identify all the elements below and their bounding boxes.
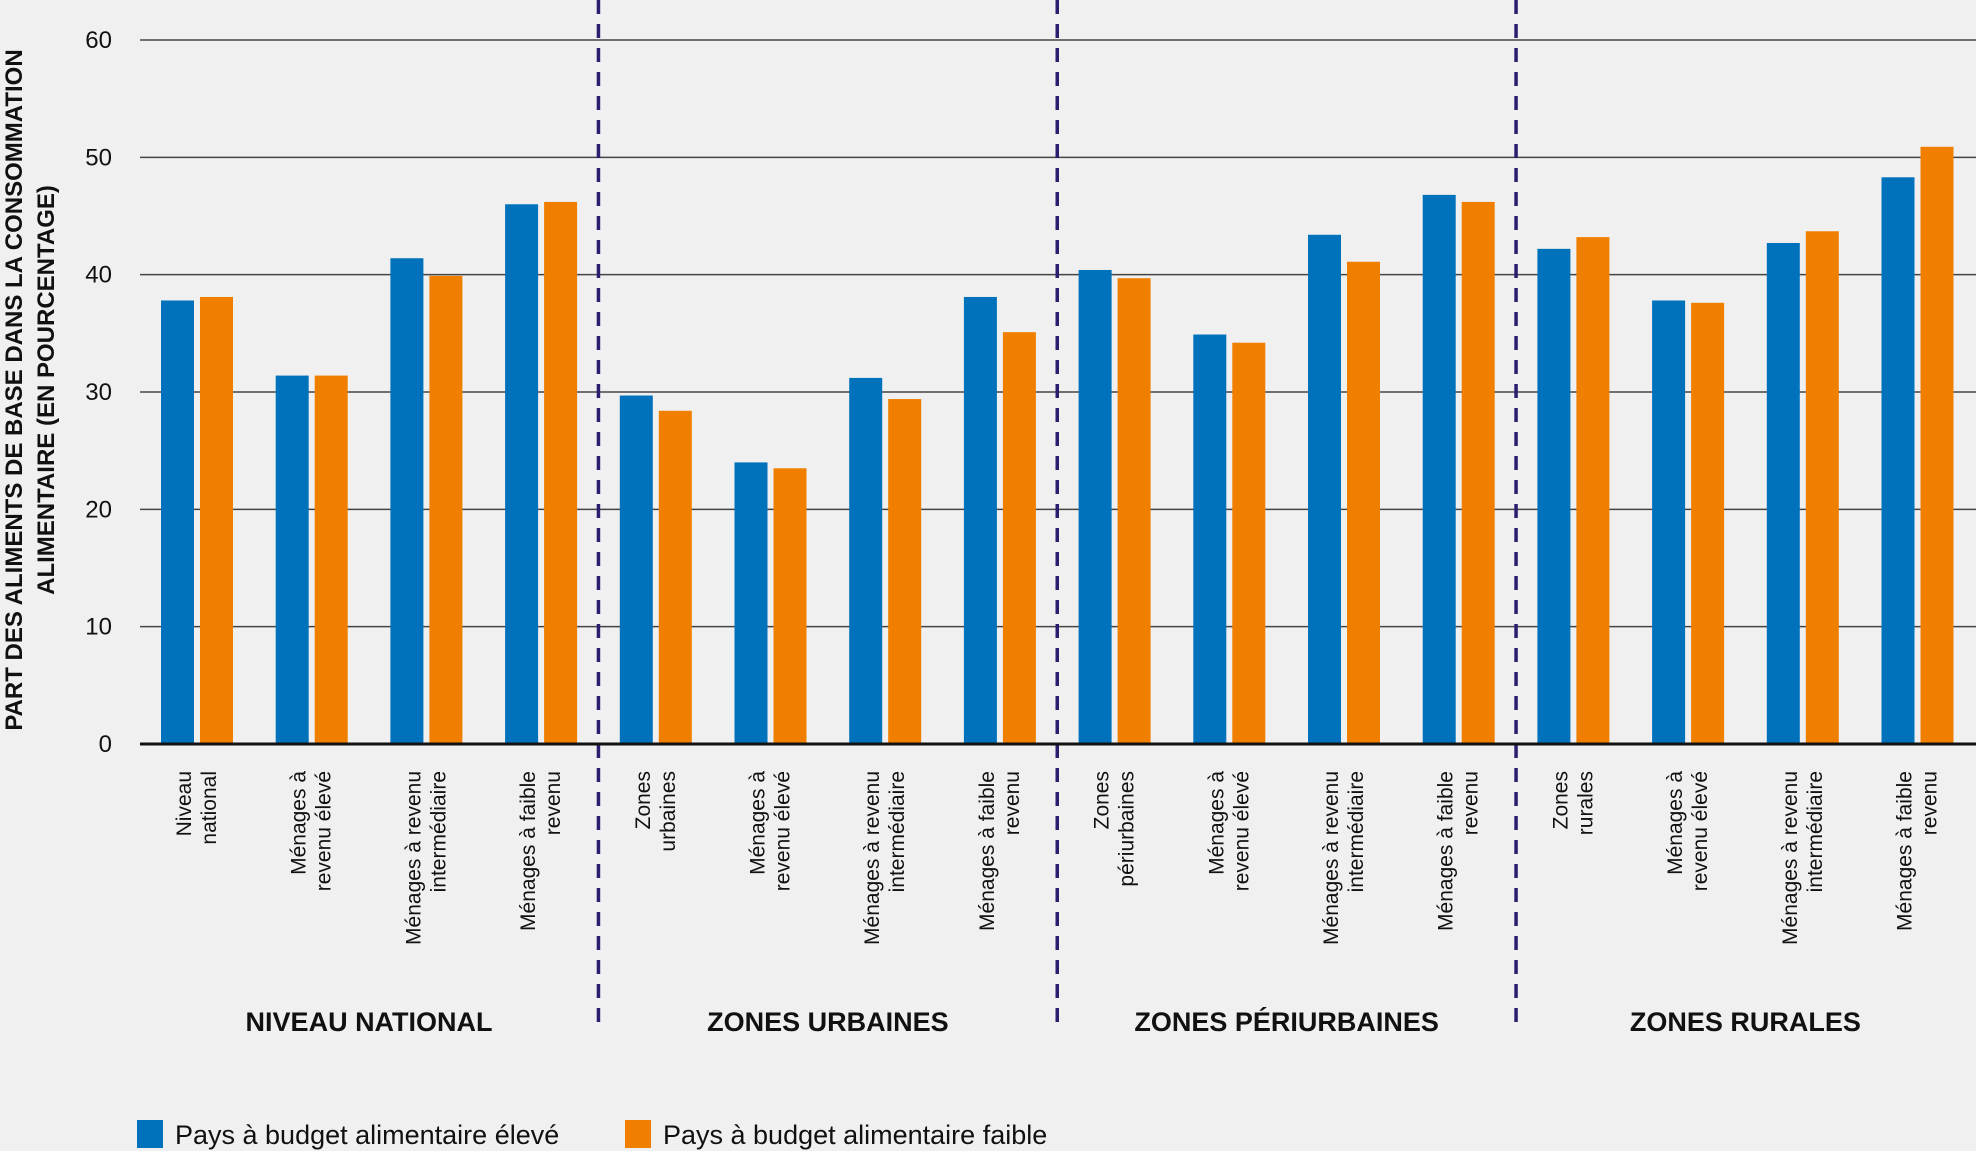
bar-high-budget [1308,234,1341,745]
bar-high-budget [1537,248,1571,744]
y-tick-label: 0 [99,731,112,758]
y-axis-title-line1: PART DES ALIMENTS DE BASE DANS LA CONSOM… [1,49,28,730]
category-label-line1: Ménages à faible [1435,771,1458,931]
bar-high-budget [161,300,194,744]
bar-high-budget [1652,300,1686,744]
bar-low-budget [200,296,233,744]
category-label-line2: revenu [1919,771,1942,835]
bar-high-budget [963,296,997,744]
bar-high-budget [734,462,768,744]
bar-low-budget [773,468,807,744]
bar-low-budget [1232,342,1266,744]
bar-high-budget [849,377,883,744]
category-label-line1: Zones [1549,771,1572,829]
y-tick-label: 60 [85,27,112,54]
category-label-line1: Ménages à [1664,771,1687,875]
category-label-line2: intermédiaire [427,771,450,892]
bar-low-budget [1691,302,1725,744]
group-label: ZONES RURALES [1630,1007,1861,1037]
category-label-line2: urbaines [657,771,680,852]
bar-low-budget [1117,278,1151,744]
category-label-line1: Niveau [173,771,196,836]
category-label-line1: Ménages à [1205,771,1228,875]
group-label: ZONES PÉRIURBAINES [1134,1006,1439,1037]
y-tick-label: 20 [85,496,112,523]
category-label-line2: revenu [1460,771,1483,835]
bar-low-budget [1576,237,1610,744]
bar-high-budget [275,375,309,744]
bar-high-budget [1078,269,1112,744]
y-axis-title-line2: ALIMENTAIRE (EN POURCENTAGE) [33,185,60,595]
category-label-line2: intermédiaire [886,771,909,892]
legend-swatch [625,1120,651,1148]
group-label: NIVEAU NATIONAL [246,1007,493,1037]
category-label-line1: Ménages à [288,771,311,875]
y-tick-label: 50 [85,144,112,171]
bar-high-budget [505,204,539,744]
category-label-line2: revenu [1001,771,1024,835]
category-label-line2: revenu élevé [1230,771,1253,891]
category-label-line2: revenu élevé [772,771,795,891]
bar-low-budget [429,275,463,744]
bar-high-budget [1881,177,1915,744]
category-label-line2: revenu [542,771,565,835]
category-label-line2: national [198,771,221,845]
bar-low-budget [1347,261,1380,744]
bar-high-budget [1766,242,1800,744]
y-tick-label: 30 [85,379,112,406]
bar-high-budget [619,395,653,744]
category-label-line1: Ménages à revenu [1320,771,1343,945]
category-label-line2: rurales [1574,771,1597,835]
y-tick-label: 10 [85,614,112,641]
category-label-line1: Ménages à faible [976,771,999,931]
category-label-line2: intermédiaire [1804,771,1827,892]
group-label: ZONES URBAINES [707,1007,949,1037]
bar-low-budget [1805,231,1839,745]
category-label-line2: revenu élevé [1689,771,1712,891]
category-label-line2: périurbaines [1116,771,1139,887]
category-label-line1: Zones [632,771,655,829]
category-label-line2: intermédiaire [1345,771,1368,892]
bar-high-budget [390,258,424,744]
bar-high-budget [1422,194,1456,744]
category-label-line1: Ménages à revenu [861,771,884,945]
category-label-line1: Ménages à revenu [402,771,425,945]
legend-swatch [137,1120,163,1148]
bar-low-budget [658,410,692,744]
legend-label: Pays à budget alimentaire faible [663,1120,1047,1150]
bar-low-budget [1920,146,1954,745]
category-label-line2: revenu élevé [313,771,336,891]
category-label-line1: Ménages à faible [517,771,540,931]
bar-high-budget [1193,334,1227,744]
bar-low-budget [1461,201,1495,745]
bar-low-budget [888,399,922,744]
legend-label: Pays à budget alimentaire élevé [175,1120,559,1150]
category-label-line1: Zones [1091,771,1114,829]
y-tick-label: 40 [85,262,112,289]
bar-low-budget [1002,332,1036,744]
category-label-line1: Ménages à revenu [1779,771,1802,945]
category-label-line1: Ménages à [747,771,770,875]
bar-low-budget [314,375,348,744]
bar-low-budget [544,201,578,745]
category-label-line1: Ménages à faible [1894,771,1917,931]
